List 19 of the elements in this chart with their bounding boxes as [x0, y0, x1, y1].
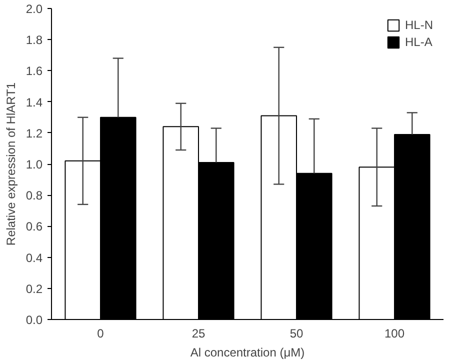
- y-tick-label: 0.4: [26, 250, 43, 265]
- x-tick-label: 100: [384, 326, 405, 340]
- y-tick-label: 0.0: [26, 313, 43, 327]
- x-tick-label: 25: [192, 326, 206, 340]
- x-axis-title: Al concentration (μM): [190, 346, 305, 360]
- y-tick-label: 1.6: [26, 64, 43, 78]
- y-tick-label: 1.4: [26, 95, 43, 110]
- y-tick-label: 1.8: [26, 33, 43, 48]
- y-axis-title: Relative expression of HlART1: [4, 82, 18, 246]
- x-tick-label: 0: [97, 326, 104, 340]
- legend-label: HL-N: [404, 18, 433, 32]
- y-tick-label: 2.0: [26, 2, 43, 16]
- y-tick-label: 1.0: [26, 158, 43, 172]
- y-tick-label: 0.6: [26, 220, 43, 234]
- y-tick-label: 1.2: [26, 126, 43, 140]
- legend-label: HL-A: [404, 35, 432, 49]
- x-tick-label: 50: [290, 326, 304, 340]
- y-tick-label: 0.8: [26, 188, 43, 203]
- y-tick-label: 0.2: [26, 282, 43, 296]
